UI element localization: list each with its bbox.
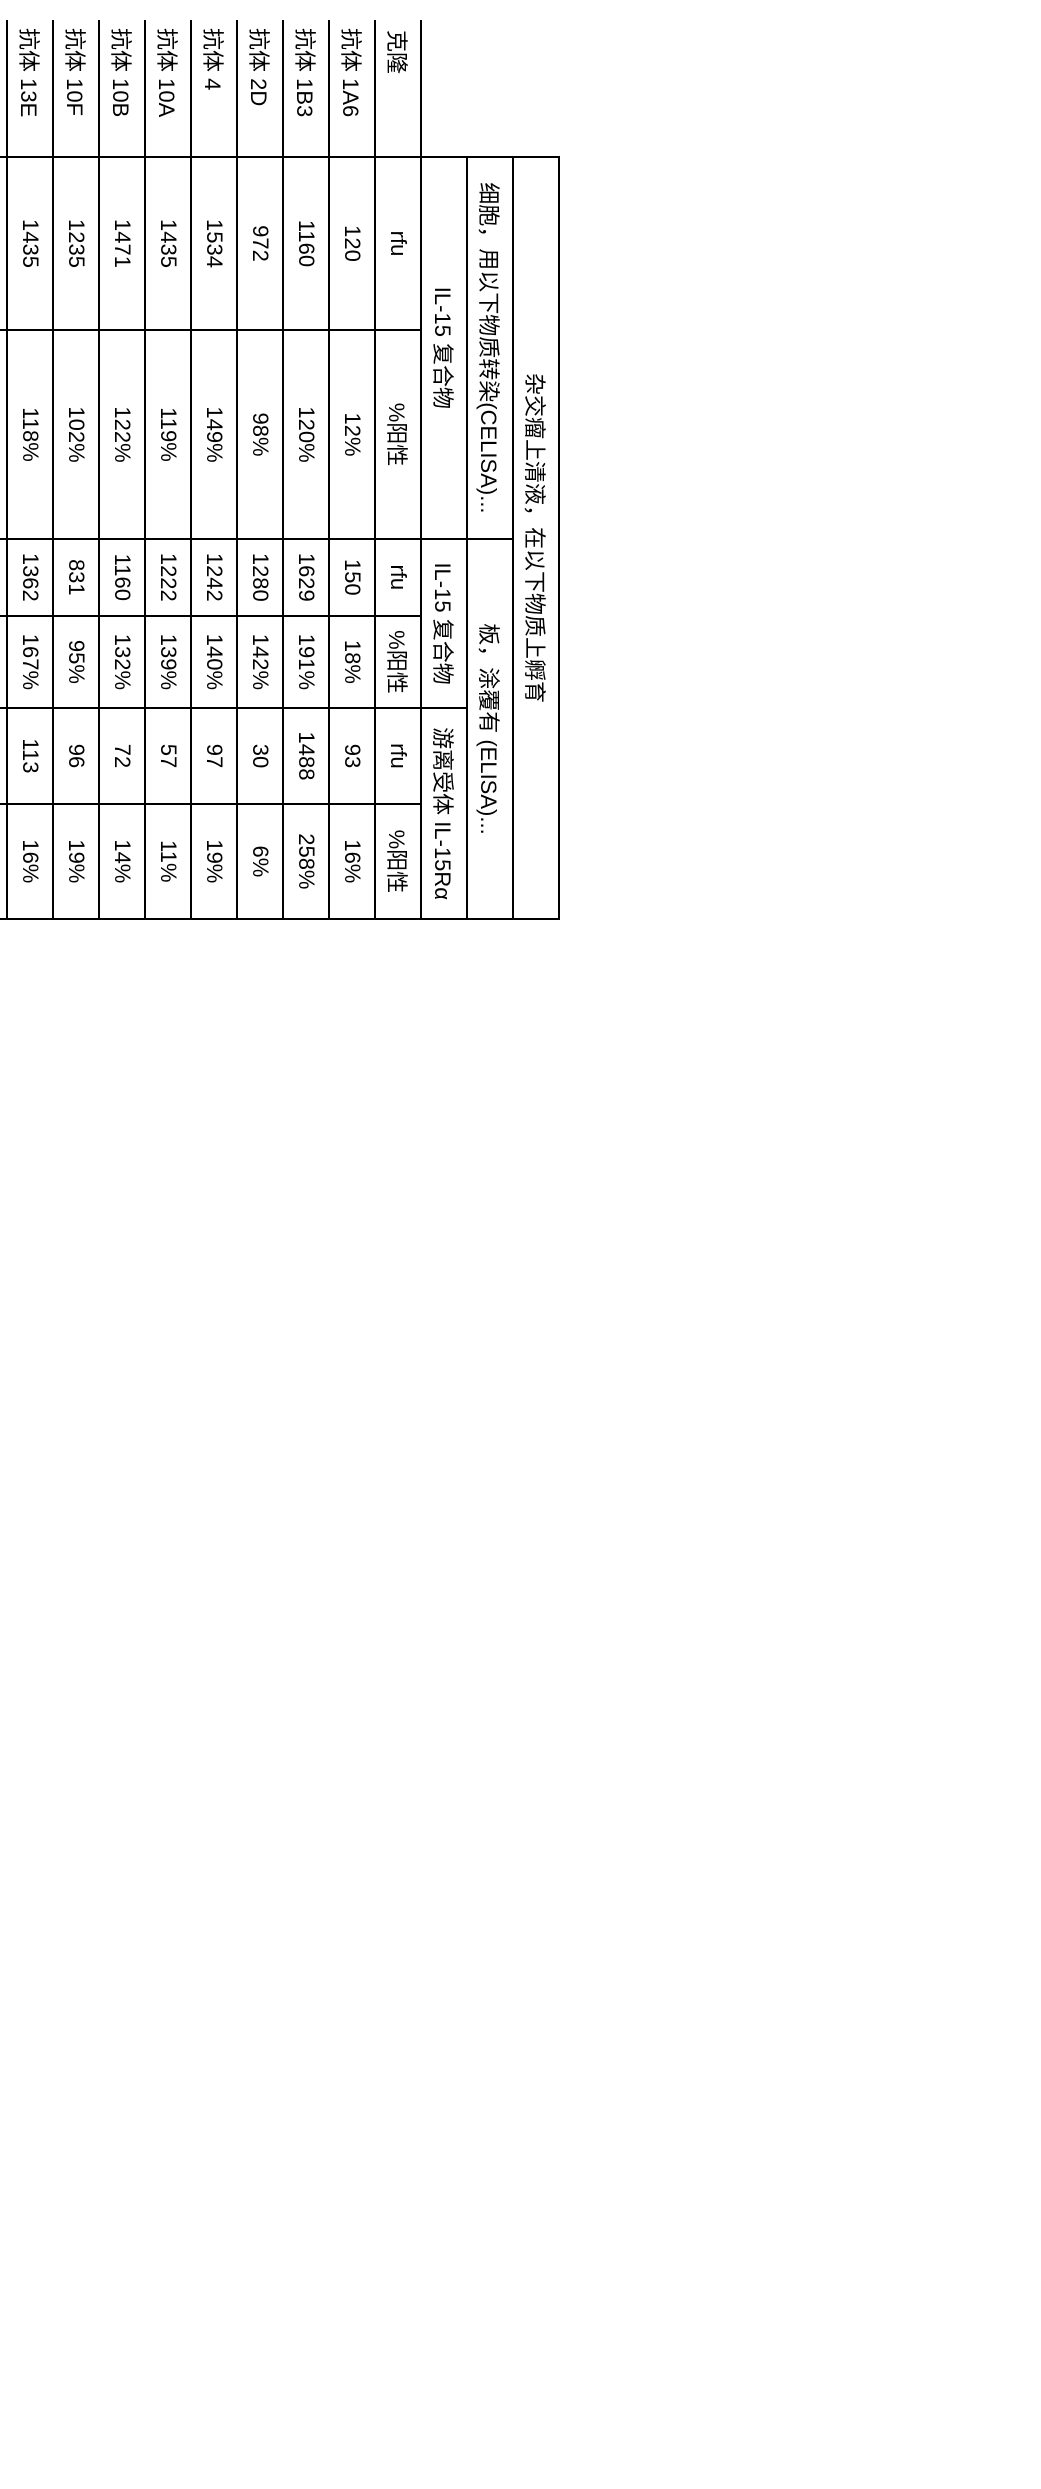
cell-c-pct: 6% — [237, 804, 283, 919]
clone-name: 抗体 1A6 — [329, 20, 375, 157]
clone-name: 抗体 5E — [0, 20, 7, 157]
table-row: 抗体 10B1471122%1160132%7214% — [99, 20, 145, 919]
col-pct-b: %阳性 — [375, 616, 421, 709]
clone-name: 抗体 10B — [99, 20, 145, 157]
group-header-elisa: 板，涂覆有 (ELISA)... — [467, 539, 513, 919]
col-rfu-b: rfu — [375, 539, 421, 616]
cell-b-pct: 94% — [0, 616, 7, 709]
cell-b-rfu: 1222 — [145, 539, 191, 616]
cell-b-rfu: 1280 — [237, 539, 283, 616]
assay-table: 杂交瘤上清液，在以下物质上孵育 细胞，用以下物质转染(CELISA)... 板，… — [0, 20, 560, 920]
cell-b-pct: 132% — [99, 616, 145, 709]
cell-b-pct: 139% — [145, 616, 191, 709]
cell-c-pct: 14% — [99, 804, 145, 919]
col-pct-c: %阳性 — [375, 804, 421, 919]
cell-b-pct: 18% — [329, 616, 375, 709]
col-rfu-c: rfu — [375, 708, 421, 804]
cell-a-rfu: 1160 — [283, 157, 329, 330]
col-pct-a: %阳性 — [375, 330, 421, 539]
subheader-il15ra: 游离受体 IL-15Rα — [421, 708, 467, 919]
cell-a-rfu: 120 — [329, 157, 375, 330]
cell-c-rfu: 1488 — [283, 708, 329, 804]
cell-b-rfu: 1362 — [7, 539, 53, 616]
cell-a-pct: 98% — [237, 330, 283, 539]
clone-name: 抗体 2D — [237, 20, 283, 157]
cell-c-rfu: 57 — [145, 708, 191, 804]
table-row: 抗体 1A612012%15018%9316% — [329, 20, 375, 919]
cell-a-rfu: 1435 — [7, 157, 53, 330]
cell-c-rfu: 93 — [329, 708, 375, 804]
cell-a-pct: 120% — [283, 330, 329, 539]
table-row: 抗体 1B31160120%1629191%1488258% — [283, 20, 329, 919]
clone-name: 抗体 10F — [53, 20, 99, 157]
cell-b-pct: 142% — [237, 616, 283, 709]
table-row: 抗体 13E1435118%1362167%11316% — [7, 20, 53, 919]
cell-c-pct: 16% — [7, 804, 53, 919]
cell-c-rfu: 96 — [53, 708, 99, 804]
cell-a-rfu: 994 — [0, 157, 7, 330]
clone-name: 抗体 4 — [191, 20, 237, 157]
clone-name: 抗体 1B3 — [283, 20, 329, 157]
cell-b-rfu: 1160 — [99, 539, 145, 616]
clone-name: 抗体 13E — [7, 20, 53, 157]
data-table-container: 杂交瘤上清液，在以下物质上孵育 细胞，用以下物质转染(CELISA)... 板，… — [0, 20, 560, 920]
cell-b-pct: 95% — [53, 616, 99, 709]
cell-c-pct: 258% — [283, 804, 329, 919]
clone-name: 抗体 10A — [145, 20, 191, 157]
cell-c-pct: 10% — [0, 804, 7, 919]
superheader: 杂交瘤上清液，在以下物质上孵育 — [513, 157, 559, 919]
cell-a-rfu: 1235 — [53, 157, 99, 330]
cell-b-rfu: 150 — [329, 539, 375, 616]
cell-a-rfu: 1435 — [145, 157, 191, 330]
cell-b-pct: 191% — [283, 616, 329, 709]
cell-a-rfu: 972 — [237, 157, 283, 330]
cell-a-pct: 122% — [99, 330, 145, 539]
table-row: 抗体 41534149%1242140%9719% — [191, 20, 237, 919]
cell-a-pct: 149% — [191, 330, 237, 539]
cell-c-pct: 19% — [53, 804, 99, 919]
subheader-il15-complex-a: IL-15 复合物 — [421, 157, 467, 539]
cell-c-rfu: 97 — [191, 708, 237, 804]
cell-a-pct: 119% — [145, 330, 191, 539]
corner-cell — [467, 20, 513, 157]
cell-b-pct: 167% — [7, 616, 53, 709]
cell-b-pct: 140% — [191, 616, 237, 709]
subheader-il15-complex-b: IL-15 复合物 — [421, 539, 467, 708]
cell-b-rfu: 1629 — [283, 539, 329, 616]
cell-a-rfu: 1534 — [191, 157, 237, 330]
cell-a-pct: 100% — [0, 330, 7, 539]
corner-cell — [513, 20, 559, 157]
cell-c-rfu: 30 — [237, 708, 283, 804]
cell-c-pct: 19% — [191, 804, 237, 919]
clone-header: 克隆 — [375, 20, 421, 157]
cell-b-rfu: 810 — [0, 539, 7, 616]
cell-a-pct: 118% — [7, 330, 53, 539]
cell-c-rfu: 72 — [99, 708, 145, 804]
table-row: 抗体 5E994100%81094%4110% — [0, 20, 7, 919]
cell-b-rfu: 1242 — [191, 539, 237, 616]
group-header-celisa: 细胞，用以下物质转染(CELISA)... — [467, 157, 513, 539]
table-row: 抗体 10F1235102%83195%9619% — [53, 20, 99, 919]
cell-a-pct: 12% — [329, 330, 375, 539]
table-body: 抗体 1A612012%15018%9316%抗体 1B31160120%162… — [0, 20, 375, 919]
table-row: 抗体 10A1435119%1222139%5711% — [145, 20, 191, 919]
corner-cell — [421, 20, 467, 157]
col-rfu-a: rfu — [375, 157, 421, 330]
table-row: 抗体 2D97298%1280142%306% — [237, 20, 283, 919]
cell-b-rfu: 831 — [53, 539, 99, 616]
cell-a-rfu: 1471 — [99, 157, 145, 330]
cell-a-pct: 102% — [53, 330, 99, 539]
cell-c-rfu: 41 — [0, 708, 7, 804]
cell-c-rfu: 113 — [7, 708, 53, 804]
cell-c-pct: 11% — [145, 804, 191, 919]
cell-c-pct: 16% — [329, 804, 375, 919]
